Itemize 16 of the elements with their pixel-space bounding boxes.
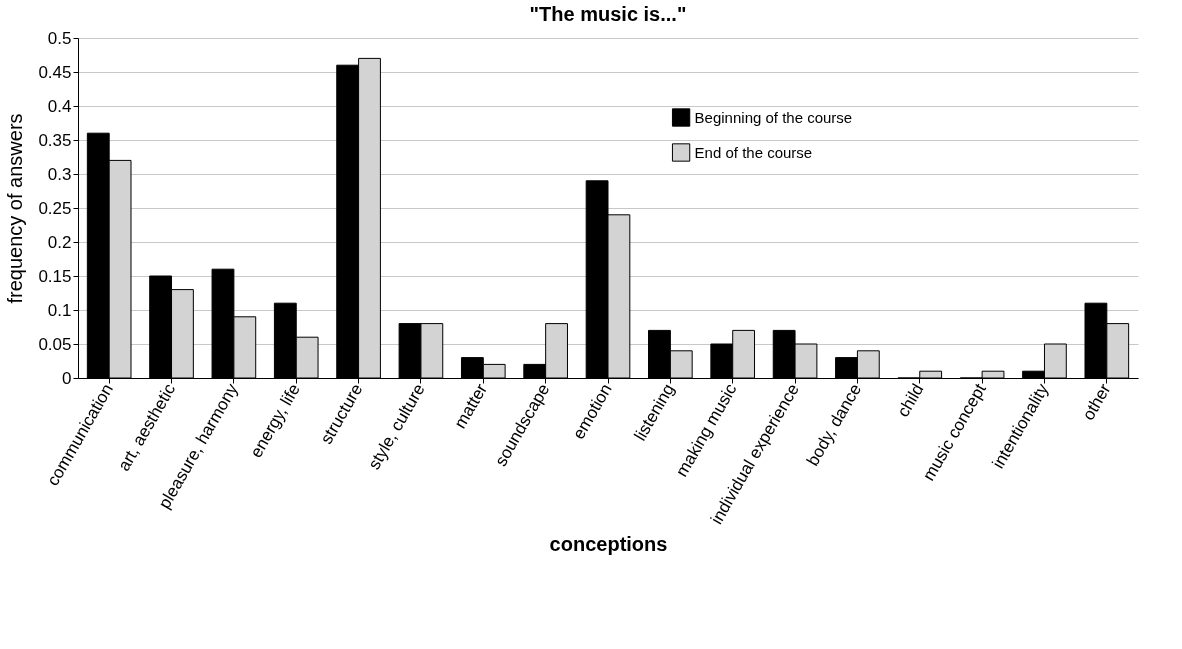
y-tick-label: 0.5 <box>47 28 72 48</box>
y-tick-label: 0.1 <box>47 300 72 320</box>
y-tick-label: 0 <box>62 368 72 388</box>
legend-label: Beginning of the course <box>694 108 853 126</box>
y-axis-title: frequency of answers <box>4 113 27 304</box>
x-axis-title: conceptions <box>549 533 668 555</box>
y-tick-label: 0.35 <box>38 130 72 150</box>
y-tick-label: 0.4 <box>47 96 72 116</box>
y-tick-label: 0.45 <box>38 62 72 82</box>
y-tick-label: 0.25 <box>38 198 72 218</box>
legend-label: End of the course <box>694 143 813 161</box>
y-tick-label: 0.05 <box>38 334 72 354</box>
y-tick-label: 0.2 <box>47 232 72 252</box>
y-tick-label: 0.3 <box>47 164 72 184</box>
chart-title: "The music is..." <box>529 3 687 25</box>
y-tick-label: 0.15 <box>38 266 72 286</box>
